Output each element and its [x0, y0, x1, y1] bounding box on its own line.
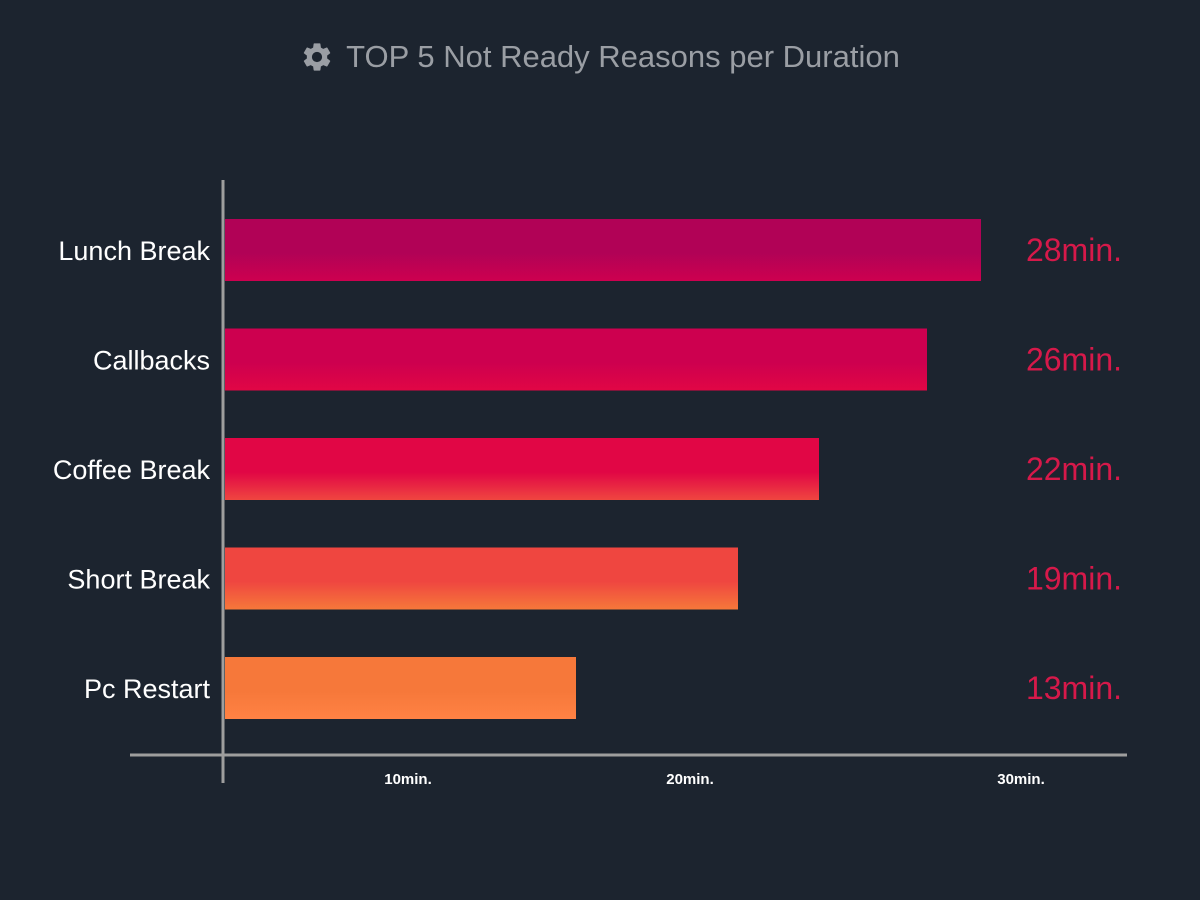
- bar-callbacks: [225, 328, 927, 391]
- x-tick-label: 20min.: [666, 771, 714, 788]
- chart-title: TOP 5 Not Ready Reasons per Duration: [346, 39, 900, 74]
- bar-lunch-break: [225, 219, 981, 281]
- category-label: Pc Restart: [84, 674, 211, 704]
- value-label: 13min.: [1026, 670, 1122, 706]
- bar-coffee-break: [225, 438, 819, 500]
- category-label: Short Break: [67, 565, 210, 595]
- value-label: 19min.: [1026, 561, 1122, 597]
- gear-icon: [300, 40, 334, 74]
- category-label: Lunch Break: [58, 236, 210, 266]
- x-tick-label: 10min.: [384, 771, 432, 788]
- x-tick-label: 30min.: [997, 771, 1045, 788]
- bar-pc-restart: [225, 657, 576, 719]
- bar-short-break: [225, 547, 738, 610]
- value-label: 28min.: [1026, 232, 1122, 268]
- value-label: 22min.: [1026, 451, 1122, 487]
- category-label: Callbacks: [93, 346, 210, 376]
- value-label: 26min.: [1026, 342, 1122, 378]
- chart-header: TOP 5 Not Ready Reasons per Duration: [0, 34, 1200, 80]
- category-label: Coffee Break: [53, 455, 211, 485]
